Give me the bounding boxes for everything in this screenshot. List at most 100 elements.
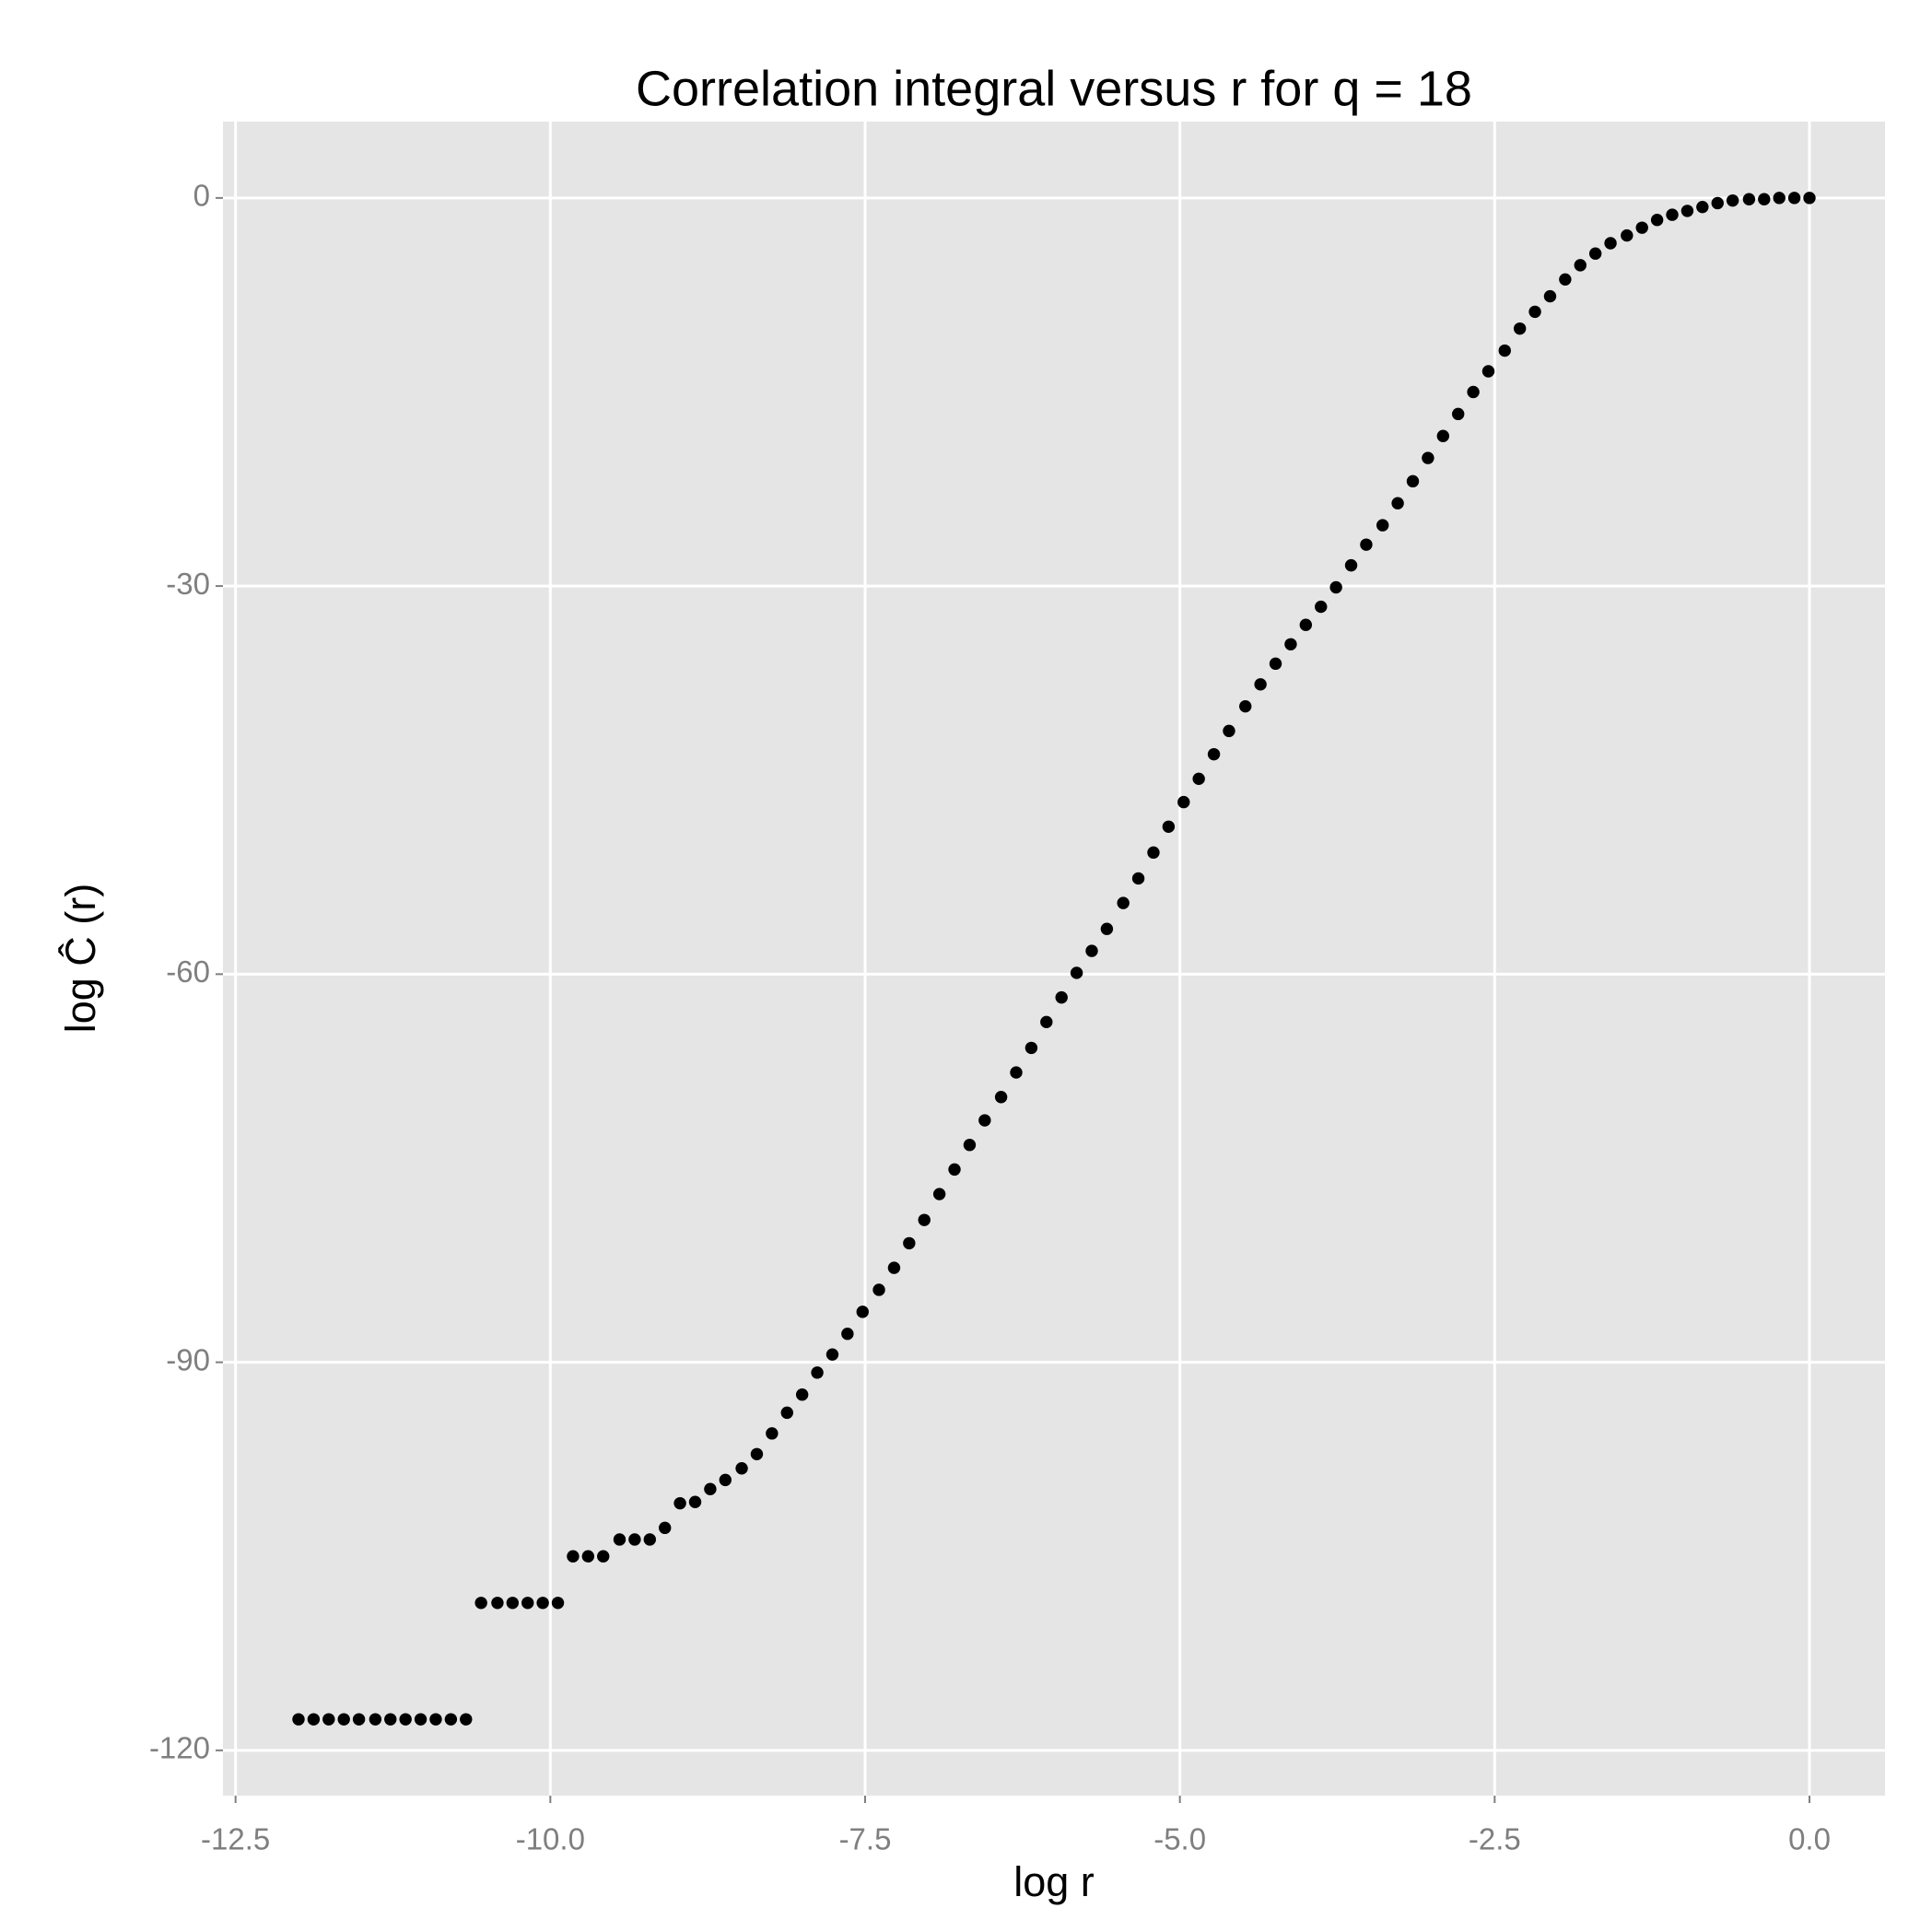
point xyxy=(444,1713,458,1726)
point xyxy=(567,1550,580,1563)
point xyxy=(932,1188,946,1200)
x-axis-label: log r xyxy=(1013,1858,1095,1905)
point xyxy=(903,1236,916,1250)
point xyxy=(1147,846,1160,860)
point xyxy=(1604,237,1617,250)
point xyxy=(795,1388,809,1401)
point xyxy=(1239,699,1252,713)
point xyxy=(1588,247,1602,260)
point xyxy=(384,1713,397,1726)
x-tick-label: -7.5 xyxy=(839,1822,892,1856)
point xyxy=(1422,451,1434,464)
point xyxy=(337,1713,350,1726)
point xyxy=(581,1550,595,1563)
x-tick-label: 0.0 xyxy=(1788,1822,1831,1856)
point xyxy=(292,1713,305,1726)
point xyxy=(1406,474,1420,488)
point xyxy=(322,1713,335,1726)
point xyxy=(688,1495,702,1508)
point xyxy=(978,1114,991,1127)
point xyxy=(1528,305,1541,319)
point xyxy=(613,1533,626,1546)
point xyxy=(1621,228,1633,242)
point xyxy=(735,1462,748,1475)
point xyxy=(369,1713,382,1726)
y-tick-label: -120 xyxy=(149,1731,210,1765)
y-tick-label: -90 xyxy=(166,1342,210,1376)
y-tick-label: -60 xyxy=(166,954,210,989)
x-tick-label: -5.0 xyxy=(1153,1822,1206,1856)
point xyxy=(1481,365,1495,378)
point xyxy=(1742,193,1756,205)
point xyxy=(1773,192,1786,205)
point xyxy=(1758,193,1771,205)
point xyxy=(1436,429,1450,442)
point xyxy=(1192,772,1205,786)
point xyxy=(811,1366,824,1379)
point xyxy=(1376,519,1389,532)
point xyxy=(536,1597,549,1610)
point xyxy=(1360,538,1373,551)
y-tick-label: 0 xyxy=(193,179,210,213)
point xyxy=(521,1597,534,1610)
point xyxy=(1010,1066,1023,1079)
point xyxy=(872,1283,885,1296)
point xyxy=(352,1713,366,1726)
point xyxy=(460,1713,473,1726)
y-tick-label: -30 xyxy=(166,567,210,601)
point xyxy=(414,1713,427,1726)
point xyxy=(506,1597,520,1610)
point xyxy=(1666,208,1679,221)
point xyxy=(1559,273,1572,287)
point xyxy=(1513,322,1527,335)
point xyxy=(856,1306,869,1318)
point xyxy=(1726,193,1739,207)
point xyxy=(1329,580,1342,594)
point xyxy=(825,1348,839,1361)
point xyxy=(429,1713,442,1726)
point xyxy=(1467,385,1480,399)
point xyxy=(887,1261,901,1274)
y-axis-label: log Ĉ (r) xyxy=(57,884,104,1034)
point xyxy=(1162,820,1176,833)
point xyxy=(1025,1041,1038,1055)
point xyxy=(766,1427,779,1440)
point xyxy=(1207,747,1221,761)
point xyxy=(1650,214,1664,227)
point xyxy=(551,1597,565,1610)
point xyxy=(704,1482,717,1495)
point xyxy=(1803,192,1816,205)
plot-panel xyxy=(223,122,1885,1796)
point xyxy=(1543,289,1557,303)
point xyxy=(1284,638,1297,650)
point xyxy=(948,1163,961,1177)
point xyxy=(597,1550,610,1563)
point xyxy=(491,1597,504,1610)
point xyxy=(1117,896,1130,909)
point xyxy=(750,1447,764,1460)
point xyxy=(1391,497,1404,509)
point xyxy=(719,1473,732,1487)
point xyxy=(841,1328,854,1341)
x-tick-label: -2.5 xyxy=(1469,1822,1521,1856)
point xyxy=(1085,944,1098,957)
point xyxy=(1315,600,1328,614)
point xyxy=(1498,344,1511,357)
point xyxy=(1177,795,1190,809)
point xyxy=(1635,221,1648,234)
point xyxy=(1680,205,1694,217)
point xyxy=(628,1533,641,1546)
point xyxy=(659,1521,672,1535)
point xyxy=(1040,1015,1053,1029)
point xyxy=(1452,407,1465,421)
chart-title: Correlation integral versus r for q = 18 xyxy=(636,61,1472,116)
point xyxy=(1055,990,1068,1004)
point xyxy=(994,1091,1008,1104)
point xyxy=(399,1713,412,1726)
point xyxy=(474,1597,487,1610)
point xyxy=(1223,724,1235,738)
point xyxy=(643,1533,656,1546)
point xyxy=(1070,966,1083,979)
point xyxy=(307,1713,321,1726)
